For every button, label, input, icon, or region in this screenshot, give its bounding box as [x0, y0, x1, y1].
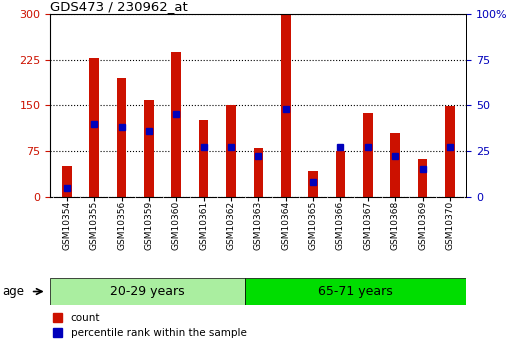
- Text: age: age: [3, 285, 25, 298]
- Bar: [244, 278, 466, 305]
- Text: GSM10370: GSM10370: [446, 201, 455, 250]
- Text: GSM10363: GSM10363: [254, 201, 263, 250]
- Text: GSM10367: GSM10367: [364, 201, 373, 250]
- Bar: [281, 15, 290, 197]
- Text: GSM10360: GSM10360: [172, 201, 181, 250]
- Text: GSM10369: GSM10369: [418, 201, 427, 250]
- Bar: [418, 159, 427, 197]
- Text: GSM10356: GSM10356: [117, 201, 126, 250]
- Bar: [117, 78, 126, 197]
- Text: GDS473 / 230962_at: GDS473 / 230962_at: [50, 0, 188, 13]
- Bar: [335, 151, 345, 197]
- Text: 65-71 years: 65-71 years: [318, 285, 393, 298]
- Bar: [391, 132, 400, 197]
- Text: GSM10366: GSM10366: [336, 201, 345, 250]
- Text: GSM10361: GSM10361: [199, 201, 208, 250]
- Text: GSM10359: GSM10359: [144, 201, 153, 250]
- Bar: [172, 52, 181, 197]
- Text: GSM10362: GSM10362: [226, 201, 235, 250]
- Text: GSM10355: GSM10355: [90, 201, 99, 250]
- Text: GSM10364: GSM10364: [281, 201, 290, 250]
- Text: 20-29 years: 20-29 years: [110, 285, 185, 298]
- Bar: [144, 100, 154, 197]
- Bar: [253, 148, 263, 197]
- Bar: [199, 120, 208, 197]
- Text: GSM10368: GSM10368: [391, 201, 400, 250]
- Bar: [50, 278, 244, 305]
- Text: GSM10354: GSM10354: [62, 201, 71, 250]
- Bar: [90, 58, 99, 197]
- Bar: [308, 171, 318, 197]
- Text: GSM10365: GSM10365: [308, 201, 317, 250]
- Bar: [62, 166, 72, 197]
- Bar: [226, 105, 236, 197]
- Legend: count, percentile rank within the sample: count, percentile rank within the sample: [53, 313, 246, 338]
- Bar: [363, 112, 373, 197]
- Bar: [445, 107, 455, 197]
